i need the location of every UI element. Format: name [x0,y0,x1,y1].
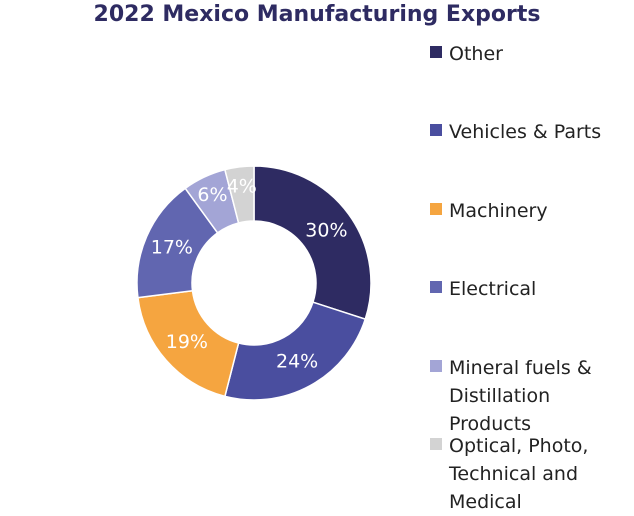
legend-label-other: Other [449,43,503,65]
data-label-other: 30% [305,219,347,241]
legend-swatch-other [430,46,442,58]
legend-swatch-mineral-fuels [430,360,442,372]
legend-label-optical: Optical, Photo, Technical and Medical [449,435,589,513]
legend-swatch-electrical [430,281,442,293]
data-label-machinery: 19% [166,331,208,353]
legend-swatch-optical [430,438,442,450]
legend-label-machinery: Machinery [449,200,548,222]
slice-other [253,165,372,321]
legend-item-mineral-fuels: Mineral fuels & Distillation Products [430,354,624,438]
legend-item-electrical: Electrical [430,275,624,303]
chart-title: 2022 Mexico Manufacturing Exports [93,2,541,27]
slice-optical [223,165,255,224]
data-label-optical: 4% [227,175,257,197]
legend-label-electrical: Electrical [449,278,537,300]
legend-item-machinery: Machinery [430,197,624,225]
slice-vehicles-parts [223,301,367,401]
legend-swatch-machinery [430,203,442,215]
data-label-mineral-fuels: 6% [197,184,227,206]
data-label-electrical: 17% [151,236,193,258]
legend-label-mineral-fuels: Mineral fuels & Distillation Products [449,357,592,435]
data-label-vehicles-parts: 24% [276,350,318,372]
legend-swatch-vehicles-parts [430,124,442,136]
legend-item-vehicles-parts: Vehicles & Parts [430,118,624,146]
legend-item-optical: Optical, Photo, Technical and Medical [430,432,624,516]
legend-item-other: Other [430,40,624,68]
legend-label-vehicles-parts: Vehicles & Parts [449,121,602,143]
